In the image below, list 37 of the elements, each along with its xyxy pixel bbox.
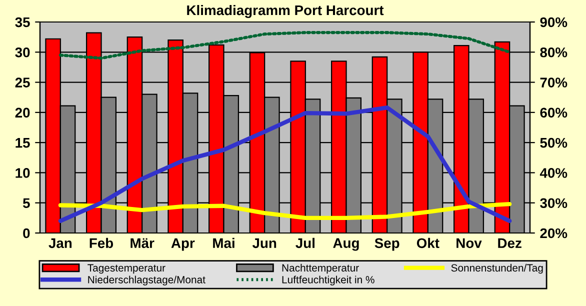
x-tick-label: Okt [416, 238, 440, 248]
x-tick-label: Apr [171, 238, 195, 251]
x-tick-label: Jan [48, 238, 72, 248]
x-tick-label: Nov [456, 238, 482, 248]
y-tick-label: 30 [15, 47, 30, 58]
y2-tick-label: 90% [540, 17, 568, 28]
y-tick-label: 25 [15, 78, 30, 88]
y-tick-label: 15 [16, 138, 30, 148]
x-tick-label: Mai [213, 238, 234, 248]
x-tick-label: Dez [498, 238, 522, 248]
x-tick-label: Feb [90, 238, 114, 248]
y2-tick-label: 40% [540, 168, 568, 178]
y-tick-label: 0 [23, 228, 30, 238]
y2-tick-label: 20% [540, 228, 568, 238]
legend-label: Niederschlagstage/Monat [88, 276, 206, 286]
y-tick-label: 35 [15, 17, 30, 28]
y-tick-label: 5 [22, 198, 30, 208]
y2-tick-label: 30% [540, 198, 568, 208]
x-tick-label: Jun [252, 238, 276, 248]
line-series [58, 106, 512, 224]
y2-tick-label: 60% [540, 108, 568, 118]
y-tick-label: 10 [16, 168, 30, 178]
y2-tick-label: 70% [540, 78, 568, 88]
y2-tick-label: 50% [540, 138, 568, 148]
y-tick-label: 20 [15, 108, 30, 118]
chart-title: Klimadiagramm Port Harcourt [187, 4, 384, 18]
x-tick-label: Aug [333, 238, 359, 251]
y2-tick-label: 80% [540, 47, 568, 58]
legend-label: Luftfeuchtigkeit in % [282, 276, 374, 286]
line-series [58, 31, 512, 60]
legend-label: Nachttemperatur [282, 264, 359, 274]
x-tick-label: Jul [296, 238, 314, 248]
line-series [58, 202, 512, 220]
x-tick-label: Mär [130, 238, 154, 248]
legend-label: Tagestemperatur [88, 264, 166, 274]
legend-label: Sonnenstunden/Tag [451, 264, 543, 274]
x-tick-label: Sep [374, 238, 400, 251]
